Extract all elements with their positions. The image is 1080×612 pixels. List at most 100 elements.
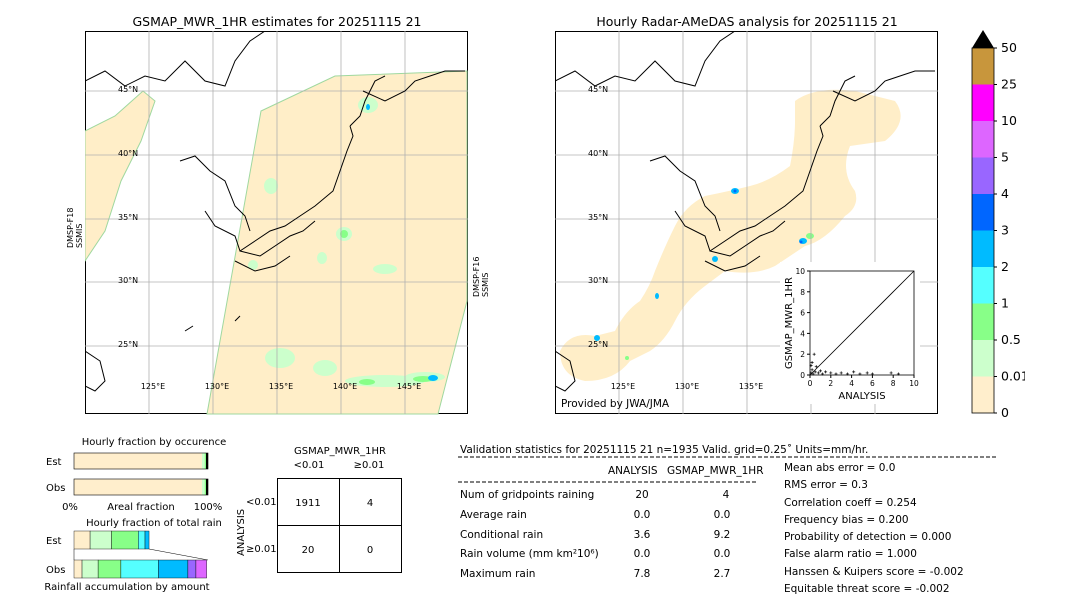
scatter-xlabel: ANALYSIS	[838, 391, 885, 402]
colorbar-label: 5	[1001, 150, 1009, 165]
radar-coverage	[560, 89, 901, 381]
colorbar-segment	[972, 267, 994, 304]
contingency-row-0: <0.01	[246, 497, 277, 508]
colorbar-segment	[972, 48, 994, 85]
stat-gsmap-4: 2.7	[713, 568, 731, 580]
left-lat-labels: 45°N 40°N 35°N 30°N 25°N	[118, 85, 138, 349]
cell-00: 1911	[295, 498, 320, 509]
scatter-point	[809, 371, 813, 375]
stat-gsmap-1: 0.0	[713, 509, 731, 521]
scatter-y-tick-label: 0	[800, 371, 805, 380]
occ-bar-segment	[201, 479, 205, 495]
cell-11: 0	[367, 545, 373, 556]
score-3: Frequency bias = 0.200	[784, 513, 909, 526]
score-7: Equitable threat score = -0.002	[784, 583, 950, 596]
colorbar-segment	[972, 121, 994, 158]
rf-row-label: Est	[46, 536, 62, 547]
scatter-inset: 0 2 4 6 8 10 0 2 4 6 8 10 ANALYSIS GSMAP_MWR_1HR	[780, 262, 920, 404]
colorbar-segment	[972, 157, 994, 194]
stat-label-2: Conditional rain	[460, 529, 544, 541]
score-0: Mean abs error = 0.0	[784, 462, 896, 474]
contingency-title: GSMAP_MWR_1HR	[294, 446, 386, 457]
scatter-point	[824, 370, 828, 374]
scatter-point	[889, 371, 893, 375]
left-lon-125: 125°E	[141, 382, 165, 391]
scatter-point	[858, 372, 862, 376]
scatter-point	[810, 361, 814, 365]
score-2: Correlation coeff = 0.254	[784, 496, 917, 509]
occ-row-label: Est	[46, 457, 62, 468]
colorbar-extend-arrow	[972, 30, 994, 48]
stats-divider	[458, 481, 756, 483]
scatter-point	[812, 352, 816, 356]
scatter-x-tick-label: 10	[909, 379, 919, 388]
rf-row-label: Obs	[46, 565, 65, 576]
scatter-point	[896, 372, 900, 376]
left-lon-140: 140°E	[333, 382, 357, 391]
stat-label-1: Average rain	[460, 509, 527, 521]
scatter-point	[816, 371, 820, 375]
scatter-y-tick-label: 10	[795, 267, 805, 276]
colorbar: 50 25 10 5 4 3 2 1 0.5 0.01 0	[971, 30, 1025, 418]
contingency-col-0: <0.01	[293, 460, 325, 471]
occ-bar-segment	[205, 453, 208, 469]
validation-divider	[458, 456, 996, 458]
scatter-plot-area: 0 2 4 6 8 10 0 2 4 6 8 10 ANALYSIS GSMAP_MWR_1HR	[784, 267, 919, 402]
rf-bar-segment	[144, 530, 150, 550]
colorbar-label: 10	[1001, 113, 1017, 128]
contingency-col-1: ≥0.01	[353, 460, 385, 471]
scatter-point	[820, 372, 824, 376]
right-lat-25: 25°N	[588, 340, 608, 349]
right-lon-125: 125°E	[611, 382, 635, 391]
rf-bar-segment	[138, 530, 146, 550]
colorbar-segment	[972, 230, 994, 267]
scatter-point	[814, 365, 818, 369]
scatter-point	[811, 372, 815, 376]
occurrence-title: Hourly fraction by occurence	[81, 437, 227, 448]
scatter-x-tick-label: 4	[849, 379, 854, 388]
left-lat-25: 25°N	[118, 340, 138, 349]
colorbar-segment	[972, 84, 994, 121]
left-map-title: GSMAP_MWR_1HR estimates for 20251115 21	[132, 14, 422, 29]
stat-gsmap-0: 4	[722, 489, 730, 501]
colorbar-label: 4	[1001, 186, 1009, 201]
scatter-x-tick-label: 2	[828, 379, 833, 388]
scatter-point	[818, 369, 822, 373]
col-gsmap: GSMAP_MWR_1HR	[667, 465, 764, 477]
colorbar-label: 25	[1001, 77, 1017, 92]
occ-bar-segment	[74, 453, 202, 469]
left-lon-135: 135°E	[269, 382, 293, 391]
scatter-x-tick-label: 0	[808, 379, 813, 388]
rf-bar-segment	[158, 559, 189, 579]
score-1: RMS error = 0.3	[784, 479, 868, 492]
colorbar-label: 0	[1001, 405, 1009, 418]
rf-bar-segment	[73, 530, 91, 550]
occ-bar-segment	[204, 479, 206, 495]
rf-bar-segment	[195, 559, 207, 579]
colorbar-label: 2	[1001, 259, 1009, 274]
colorbar-label: 3	[1001, 223, 1009, 238]
scatter-point	[813, 370, 817, 374]
cell-10: 20	[302, 545, 315, 556]
scatter-y-tick-label: 4	[800, 329, 805, 338]
right-lat-40: 40°N	[588, 149, 608, 158]
contingency-row-1: ≥0.01	[246, 544, 277, 555]
rain-fraction-title: Hourly fraction of total rain	[86, 518, 222, 529]
left-lat-40: 40°N	[118, 149, 138, 158]
occ-bar-frame	[73, 478, 209, 496]
left-lat-30: 30°N	[118, 276, 138, 285]
rf-connector	[148, 548, 209, 561]
occ-bar-segment	[205, 479, 208, 495]
rf-bar-segment	[97, 559, 122, 579]
score-6: Hanssen & Kuipers score = -0.002	[784, 565, 964, 578]
stat-analysis-0: 20	[635, 489, 649, 501]
left-map: 45°N 40°N 35°N 30°N 25°N 125°E 130°E 135…	[85, 31, 468, 415]
right-lat-45: 45°N	[588, 85, 608, 94]
right-coastline	[555, 31, 935, 392]
occ-bar-segment	[201, 453, 205, 469]
stat-analysis-3: 0.0	[633, 548, 651, 560]
scatter-x-tick-label: 8	[891, 379, 896, 388]
left-lat-45: 45°N	[118, 85, 138, 94]
occ-tick-0: 0%	[62, 502, 78, 513]
rf-bar-segment	[73, 559, 83, 579]
